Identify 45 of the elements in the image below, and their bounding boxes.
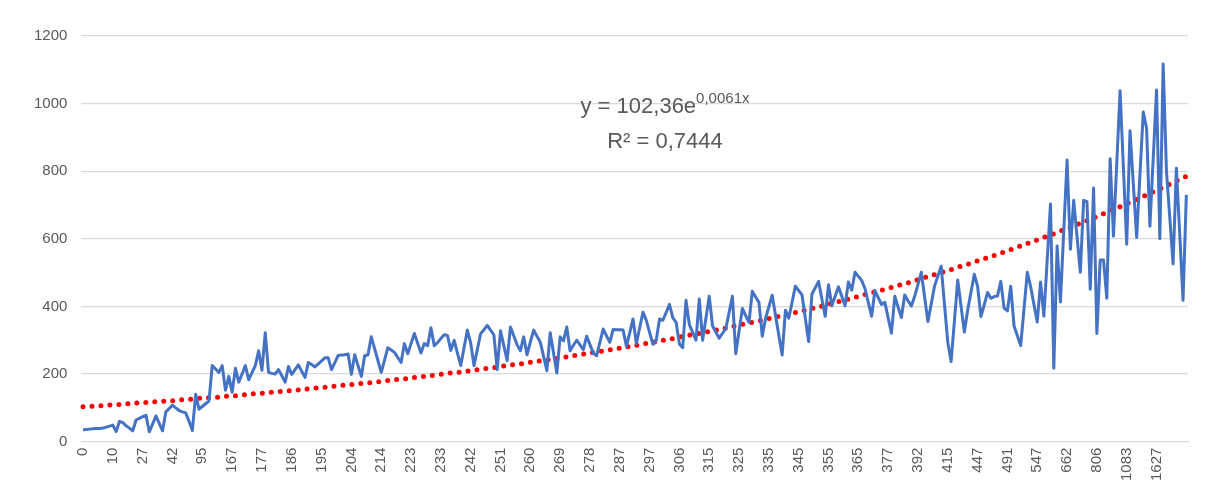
x-tick-label: 1627 — [1146, 447, 1164, 482]
x-tick-label: 297 — [639, 447, 657, 473]
annotation: R² = 0,7444 — [607, 128, 723, 153]
x-tick-label: 306 — [669, 447, 687, 473]
x-tick-label: 233 — [431, 447, 448, 473]
x-tick-label: 242 — [460, 447, 478, 473]
x-tick-label: 204 — [341, 447, 359, 473]
x-tick-label: 177 — [252, 447, 270, 473]
x-tick-label: 287 — [609, 447, 627, 473]
y-tick-label: 400 — [42, 296, 68, 314]
y-tick-label: 1200 — [33, 26, 68, 44]
x-tick-label: 415 — [937, 447, 955, 473]
y-tick-label: 600 — [42, 228, 68, 246]
x-tick-label: 214 — [371, 447, 389, 473]
x-tick-label: 0 — [73, 447, 91, 456]
x-tick-label: 447 — [967, 447, 985, 473]
y-tick-label: 200 — [42, 364, 68, 382]
x-tick-label: 27 — [132, 447, 150, 465]
y-tick-label: 800 — [42, 161, 68, 179]
x-tick-label: 355 — [818, 447, 836, 473]
x-tick-label: 335 — [759, 447, 777, 473]
y-tick-label: 0 — [59, 431, 68, 449]
x-tick-label: 345 — [788, 447, 806, 473]
x-tick-label: 260 — [520, 447, 538, 473]
x-tick-label: 325 — [729, 447, 747, 473]
x-tick-label: 223 — [401, 447, 419, 473]
x-tick-label: 806 — [1087, 447, 1105, 473]
x-tick-label: 1083 — [1116, 447, 1134, 482]
x-tick-label: 186 — [281, 447, 299, 473]
x-tick-label: 42 — [162, 447, 180, 465]
x-tick-label: 167 — [222, 447, 240, 473]
y-tick-label: 1000 — [33, 93, 68, 111]
x-tick-label: 269 — [550, 447, 568, 473]
x-tick-label: 392 — [908, 447, 926, 473]
x-tick-label: 195 — [311, 447, 329, 473]
x-tick-label: 491 — [997, 447, 1015, 473]
x-tick-label: 278 — [580, 447, 598, 473]
x-tick-label: 315 — [699, 447, 717, 473]
x-tick-label: 10 — [102, 447, 120, 465]
x-tick-label: 547 — [1027, 447, 1045, 473]
x-tick-label: 377 — [878, 447, 896, 473]
x-tick-label: 365 — [848, 447, 866, 473]
x-tick-label: 95 — [192, 447, 210, 465]
x-tick-label: 251 — [490, 447, 508, 473]
x-tick-label: 662 — [1057, 447, 1075, 473]
